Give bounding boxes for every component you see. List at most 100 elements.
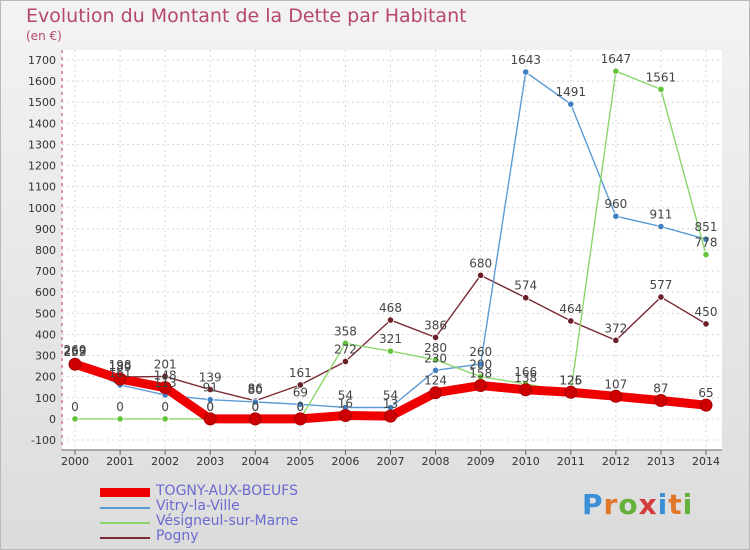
data-label: 262 (64, 345, 87, 359)
data-point (161, 415, 169, 423)
data-label: 574 (514, 279, 537, 293)
data-label: 0 (206, 400, 214, 414)
data-label: 80 (248, 383, 263, 397)
data-label: 161 (289, 366, 312, 380)
x-tick-label: 2000 (61, 455, 89, 468)
data-point (341, 339, 350, 347)
logo-letter: x (638, 488, 658, 521)
data-point (657, 222, 665, 231)
data-label: 230 (424, 351, 447, 365)
data-label: 778 (695, 236, 718, 250)
data-point (519, 383, 533, 397)
data-label: 54 (338, 388, 353, 402)
data-label: 372 (604, 321, 627, 335)
legend-label: Pogny (156, 528, 199, 544)
data-point (567, 100, 575, 108)
x-tick-label: 2009 (467, 455, 495, 468)
x-tick-label: 2012 (602, 455, 630, 468)
data-label: 189 (109, 360, 132, 374)
data-label: 125 (559, 374, 582, 388)
data-point (702, 320, 710, 328)
data-label: 148 (154, 369, 177, 383)
y-tick-label: 1100 (28, 181, 56, 194)
y-tick-label: 100 (35, 392, 56, 405)
data-point (116, 415, 124, 423)
data-point (564, 385, 578, 399)
data-label: 158 (469, 367, 492, 381)
data-label: 468 (379, 301, 402, 315)
data-point (296, 381, 304, 389)
data-label: 0 (297, 400, 305, 414)
x-tick-label: 2014 (692, 455, 720, 468)
data-point (68, 357, 82, 371)
y-tick-label: 600 (35, 286, 56, 299)
data-point (702, 251, 710, 259)
y-tick-label: 200 (35, 371, 56, 384)
chart-subtitle: (en €) (26, 29, 62, 43)
data-point (431, 366, 440, 374)
data-point (567, 317, 575, 325)
data-label: 87 (653, 382, 668, 396)
logo-letter: r (603, 488, 619, 521)
data-label: 280 (424, 341, 447, 355)
y-tick-label: 1300 (28, 138, 56, 151)
logo-letter: t (668, 488, 683, 521)
data-point (522, 294, 530, 302)
data-point (203, 412, 217, 426)
data-point (612, 336, 620, 344)
data-point (522, 68, 530, 76)
data-label: 1647 (601, 52, 632, 66)
data-label: 113 (154, 376, 177, 390)
data-point (429, 386, 443, 400)
data-label: 1561 (646, 70, 677, 84)
x-tick-label: 2001 (106, 455, 134, 468)
data-label: 911 (649, 208, 672, 222)
x-tick-label: 2007 (377, 455, 405, 468)
y-tick-label: 1600 (28, 75, 56, 88)
data-label: 201 (154, 357, 177, 371)
legend-swatch (100, 537, 150, 539)
data-label: 464 (559, 302, 582, 316)
x-tick-label: 2011 (557, 455, 585, 468)
data-label: 259 (64, 345, 87, 359)
data-point (654, 394, 668, 408)
data-point (341, 357, 350, 366)
data-point (431, 356, 440, 364)
data-point (113, 372, 127, 386)
data-label: 260 (469, 345, 492, 359)
data-label: 851 (695, 220, 718, 234)
data-label: 138 (514, 371, 537, 385)
data-label: 16 (338, 397, 353, 411)
data-label: 0 (206, 400, 214, 414)
y-tick-label: 1400 (28, 117, 56, 130)
data-label: 65 (698, 386, 713, 400)
y-tick-label: 700 (35, 265, 56, 278)
data-point (293, 412, 307, 426)
y-tick-label: 300 (35, 350, 56, 363)
data-label: 1491 (556, 85, 587, 99)
x-tick-label: 2003 (196, 455, 224, 468)
data-label: 69 (293, 385, 308, 399)
data-point (702, 235, 710, 243)
data-label: 124 (424, 374, 447, 388)
data-label: 680 (469, 256, 492, 270)
data-point (477, 271, 485, 279)
data-label: 200 (469, 358, 492, 372)
y-tick-label: 1000 (28, 202, 56, 215)
data-label: 0 (251, 400, 259, 414)
data-point (609, 389, 623, 403)
data-label: 577 (649, 278, 672, 292)
data-label: 960 (604, 197, 627, 211)
data-point (296, 400, 304, 408)
x-tick-label: 2013 (647, 455, 675, 468)
y-tick-label: 1200 (28, 160, 56, 173)
data-label: 450 (695, 305, 718, 319)
data-label: 1643 (510, 53, 541, 67)
data-label: 0 (71, 400, 79, 414)
data-point (657, 85, 665, 93)
data-label: 269 (64, 343, 87, 357)
data-point (71, 415, 79, 423)
x-tick-label: 2004 (241, 455, 269, 468)
data-point (612, 67, 620, 75)
data-label: 0 (161, 400, 169, 414)
